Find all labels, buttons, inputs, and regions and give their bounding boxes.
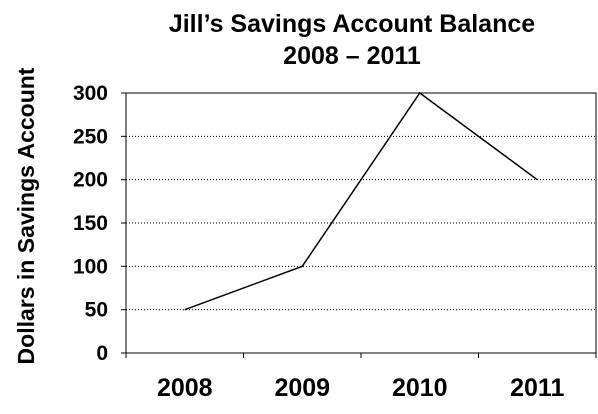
y-tick-label-300: 300	[73, 82, 108, 105]
y-tick-label-250: 250	[73, 125, 108, 148]
chart-title-line-1: Jill’s Savings Account Balance	[169, 10, 535, 38]
chart-title-line-2: 2008 – 2011	[283, 42, 421, 70]
y-axis-label: Dollars in Savings Account	[13, 67, 39, 364]
y-axis-ticks: 0 50 100 150 200 250 300	[73, 82, 126, 365]
y-tick-label-50: 50	[85, 299, 108, 322]
series-line-balance	[184, 91, 538, 311]
y-tick-label-150: 150	[73, 212, 108, 235]
y-tick-label-100: 100	[73, 255, 108, 278]
gridlines	[126, 135, 596, 311]
series	[184, 91, 538, 311]
y-tick-label-0: 0	[96, 342, 108, 365]
x-tick-label-2011: 2011	[510, 374, 564, 402]
x-tick-label-2008: 2008	[157, 374, 213, 402]
x-axis-ticks: 2008 2009 2010 2011	[125, 353, 597, 402]
x-tick-label-2010: 2010	[392, 374, 448, 402]
x-tick-label-2009: 2009	[274, 374, 330, 402]
y-tick-label-200: 200	[73, 169, 108, 192]
